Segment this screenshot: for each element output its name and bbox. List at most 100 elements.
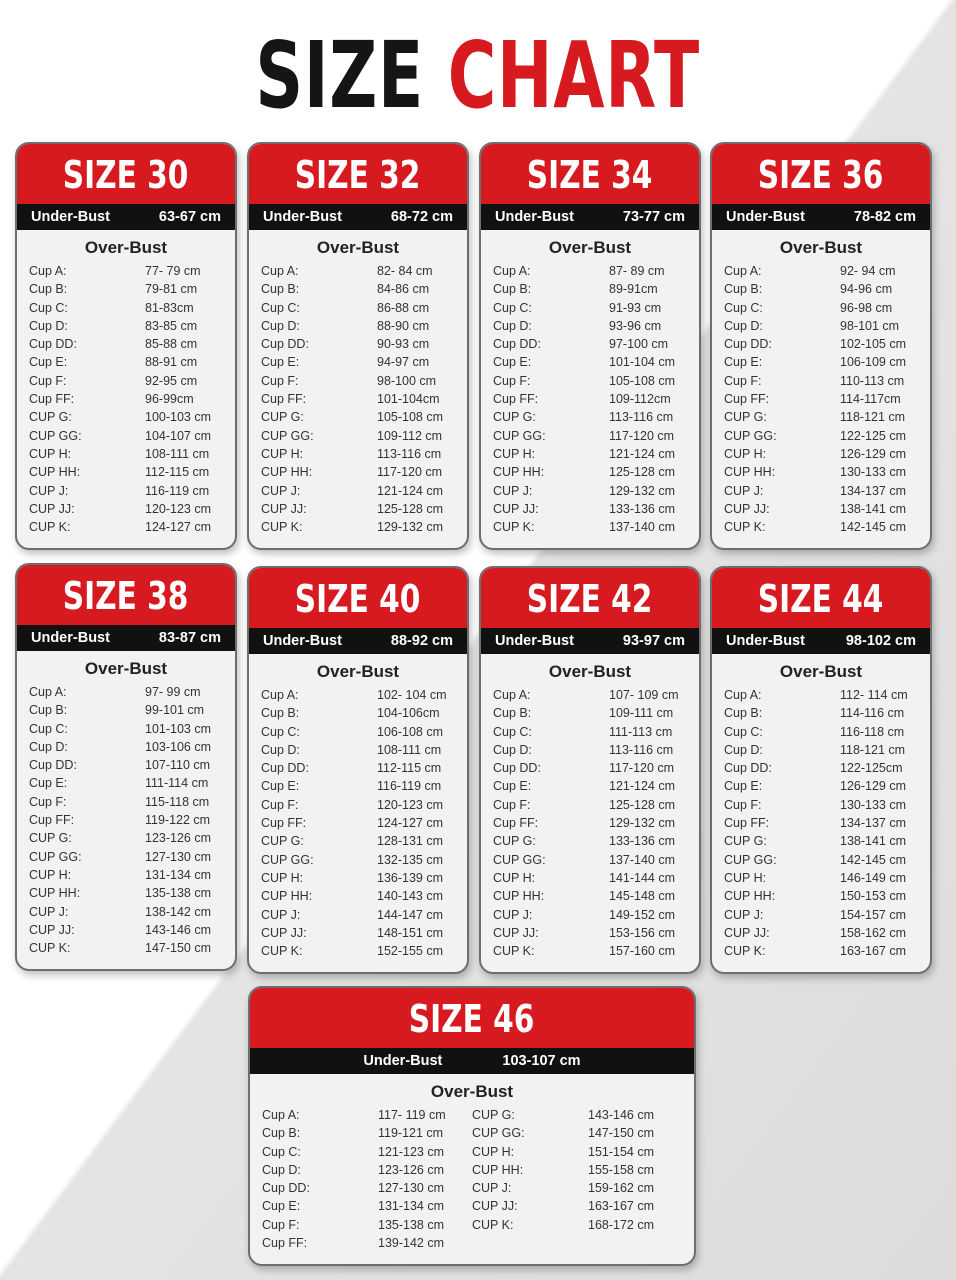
cup-row: Cup FF: 119-122 cm xyxy=(29,811,223,829)
cup-range: 127-130 cm xyxy=(378,1181,445,1196)
cup-label: Cup DD: xyxy=(724,337,772,352)
size-title: SIZE 44 xyxy=(758,577,884,621)
over-bust-label: Over-Bust xyxy=(779,238,863,257)
size-card: SIZE 42 Under-Bust 93-97 cm Over-Bust Cup… xyxy=(479,566,701,974)
cup-label: Cup DD: xyxy=(29,758,77,773)
under-bust-value: 88-92 cm xyxy=(390,633,453,649)
cup-row: CUP HH: 145-148 cm xyxy=(493,887,687,905)
cup-row: Cup E: 131-134 cm xyxy=(262,1197,472,1215)
cup-range: 105-108 cm xyxy=(609,373,676,388)
cup-row: Cup DD: 122-125cm xyxy=(724,759,918,777)
cup-range: 163-167 cm xyxy=(840,944,907,959)
cup-label: CUP GG: xyxy=(493,852,546,867)
cup-label: Cup B: xyxy=(493,282,532,297)
cup-range: 112-115 cm xyxy=(145,465,210,480)
cup-row: CUP HH: 135-138 cm xyxy=(29,884,223,902)
cup-label: CUP JJ: xyxy=(261,501,307,516)
cup-row: CUP JJ: 158-162 cm xyxy=(724,924,918,942)
cup-row: Cup E: 88-91 cm xyxy=(29,353,223,371)
under-bust-label: Under-Bust xyxy=(31,209,110,225)
size-card: SIZE 40 Under-Bust 88-92 cm Over-Bust Cup… xyxy=(247,566,469,974)
cup-label: CUP J: xyxy=(29,483,69,498)
cup-label: CUP G: xyxy=(29,831,72,846)
cup-range: 112-115 cm xyxy=(377,761,442,776)
cup-range: 118-121 cm xyxy=(840,410,906,425)
cup-range: 131-134 cm xyxy=(145,867,212,882)
cup-label: Cup FF: xyxy=(261,816,307,831)
over-bust-label: Over-Bust xyxy=(548,662,632,681)
cup-row: Cup FF: 134-137 cm xyxy=(724,814,918,832)
cup-row: Cup B: 104-106cm xyxy=(261,704,455,722)
under-bust-band: Under-Bust 93-97 cm xyxy=(481,628,699,654)
cup-range: 120-123 cm xyxy=(377,797,444,812)
cup-label: Cup E: xyxy=(29,355,68,370)
cup-label: CUP G: xyxy=(29,410,72,425)
under-bust-label: Under-Bust xyxy=(263,633,342,649)
size-header: SIZE 44 xyxy=(712,568,930,628)
cup-label: CUP G: xyxy=(493,410,536,425)
under-bust-label: Under-Bust xyxy=(363,1053,443,1069)
cup-label: CUP GG: xyxy=(724,852,777,867)
cup-range: 147-150 cm xyxy=(145,941,212,956)
cup-label: Cup F: xyxy=(262,1217,300,1232)
cup-label: Cup F: xyxy=(29,373,67,388)
cup-label: Cup D: xyxy=(724,742,763,757)
cup-row: Cup F: 120-123 cm xyxy=(261,796,455,814)
cup-label: CUP JJ: xyxy=(261,925,307,940)
cup-range: 163-167 cm xyxy=(588,1199,655,1214)
cup-row: Cup F: 130-133 cm xyxy=(724,796,918,814)
cup-label: CUP J: xyxy=(724,483,764,498)
size-card: SIZE 30 Under-Bust 63-67 cm Over-Bust Cup… xyxy=(15,142,237,550)
cup-range: 85-88 cm xyxy=(145,337,198,352)
cup-row: CUP J: 116-119 cm xyxy=(29,482,223,500)
cup-range: 94-97 cm xyxy=(377,355,430,370)
cup-label: Cup D: xyxy=(493,318,532,333)
under-bust-label: Under-Bust xyxy=(495,209,574,225)
cup-range: 121-123 cm xyxy=(378,1144,445,1159)
cup-label: Cup E: xyxy=(261,779,300,794)
size-header: SIZE 40 xyxy=(249,568,467,628)
cup-label: Cup FF: xyxy=(262,1236,308,1251)
cup-label: CUP J: xyxy=(261,483,301,498)
cup-row: CUP HH: 130-133 cm xyxy=(724,463,918,481)
cup-row: Cup D: 88-90 cm xyxy=(261,317,455,335)
cup-range: 123-126 cm xyxy=(145,831,212,846)
cup-label: Cup F: xyxy=(724,373,762,388)
cup-row: Cup DD: 102-105 cm xyxy=(724,335,918,353)
cup-range: 134-137 cm xyxy=(840,483,907,498)
cup-row: CUP JJ: 120-123 cm xyxy=(29,500,223,518)
cup-range: 126-129 cm xyxy=(840,446,907,461)
cup-range: 138-142 cm xyxy=(145,904,212,919)
cup-range: 119-121 cm xyxy=(378,1126,444,1141)
size-title: SIZE 36 xyxy=(758,153,884,197)
cup-range: 137-140 cm xyxy=(609,852,676,867)
cup-range: 148-151 cm xyxy=(377,925,444,940)
cup-row: CUP HH: 140-143 cm xyxy=(261,887,455,905)
cup-range: 93-96 cm xyxy=(609,318,662,333)
cup-row: Cup B: 119-121 cm xyxy=(262,1124,472,1142)
cup-row: CUP GG: 117-120 cm xyxy=(493,427,687,445)
cup-label: Cup C: xyxy=(493,300,532,315)
size-header: SIZE 42 xyxy=(481,568,699,628)
cup-range: 82- 84 cm xyxy=(377,264,433,278)
cup-row: CUP K: 137-140 cm xyxy=(493,518,687,536)
cup-range: 120-123 cm xyxy=(145,501,212,516)
under-bust-label: Under-Bust xyxy=(495,633,574,649)
cup-range: 109-112cm xyxy=(609,392,671,407)
cup-label: Cup C: xyxy=(724,724,763,739)
cup-label: Cup B: xyxy=(261,282,300,297)
cup-range: 108-111 cm xyxy=(377,742,442,757)
cup-label: Cup FF: xyxy=(261,392,307,407)
cup-row: CUP GG: 132-135 cm xyxy=(261,851,455,869)
cup-range: 113-116 cm xyxy=(609,410,674,425)
cup-label: CUP GG: xyxy=(493,428,546,443)
size-card: SIZE 36 Under-Bust 78-82 cm Over-Bust Cup… xyxy=(710,142,932,550)
page-title: SIZE CHART xyxy=(0,22,956,129)
cup-row: Cup FF: 139-142 cm xyxy=(262,1234,472,1252)
cup-range: 102-105 cm xyxy=(840,337,907,352)
cup-label: CUP JJ: xyxy=(29,501,75,516)
cup-row: CUP GG: 109-112 cm xyxy=(261,427,455,445)
cup-row: Cup D: 98-101 cm xyxy=(724,317,918,335)
cup-row: Cup C: 116-118 cm xyxy=(724,723,918,741)
cup-row: CUP K: 124-127 cm xyxy=(29,518,223,536)
